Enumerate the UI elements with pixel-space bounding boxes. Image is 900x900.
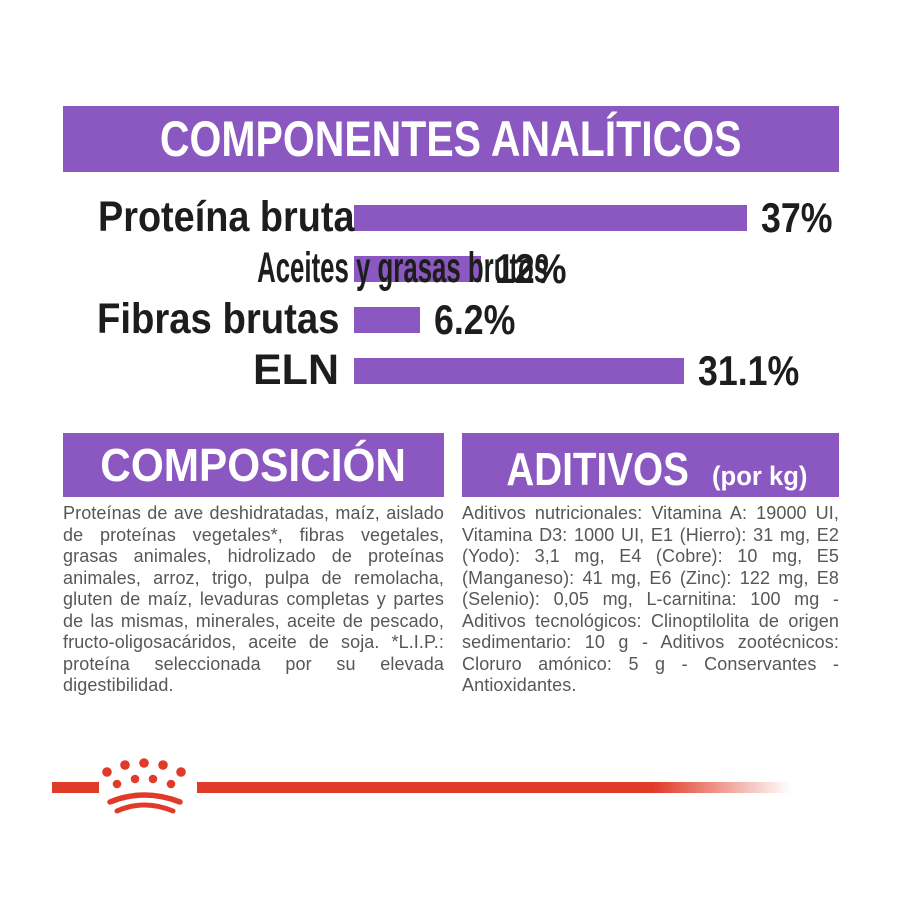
chart-row: Aceites y grasas brutos 12% — [63, 243, 873, 294]
chart-row-value: 31.1% — [698, 346, 800, 394]
composition-body: Proteínas de ave deshidratadas, maíz, ai… — [63, 503, 444, 695]
chart-row-label: Fibras brutas — [96, 295, 339, 343]
chart-bar — [354, 306, 420, 333]
analytical-components-header: COMPONENTES ANALÍTICOS — [63, 106, 839, 172]
chart-row: Proteína bruta 37% — [63, 192, 873, 243]
chart-bar — [354, 357, 684, 384]
royal-canin-crown-icon — [102, 758, 186, 814]
analytical-components-title: COMPONENTES ANALÍTICOS — [160, 111, 742, 167]
chart-row: ELN 31.1% — [63, 345, 873, 396]
brand-line-left — [52, 782, 99, 793]
chart-row: Fibras brutas 6.2% — [63, 294, 873, 345]
chart-row-label: Aceites y grasas brutos — [257, 244, 549, 292]
additives-header: ADITIVOS (por kg) — [462, 433, 839, 497]
brand-line-right — [197, 782, 797, 793]
additives-subtitle: (por kg) — [711, 461, 808, 491]
chart-bar — [354, 255, 481, 282]
chart-row-value: 37% — [761, 193, 833, 241]
chart-row-label: Proteína bruta — [97, 193, 355, 241]
analytical-components-chart: Proteína bruta 37% Aceites y grasas brut… — [63, 192, 873, 396]
additives-body: Aditivos nutricionales: Vitamina A: 1900… — [462, 503, 839, 695]
composition-title: COMPOSICIÓN — [100, 439, 407, 491]
additives-title: ADITIVOS — [506, 443, 689, 495]
composition-header: COMPOSICIÓN — [63, 433, 444, 497]
chart-bar — [354, 204, 747, 231]
chart-row-value: 12% — [495, 244, 567, 292]
chart-row-label: ELN — [253, 346, 339, 394]
chart-row-value: 6.2% — [434, 295, 516, 343]
